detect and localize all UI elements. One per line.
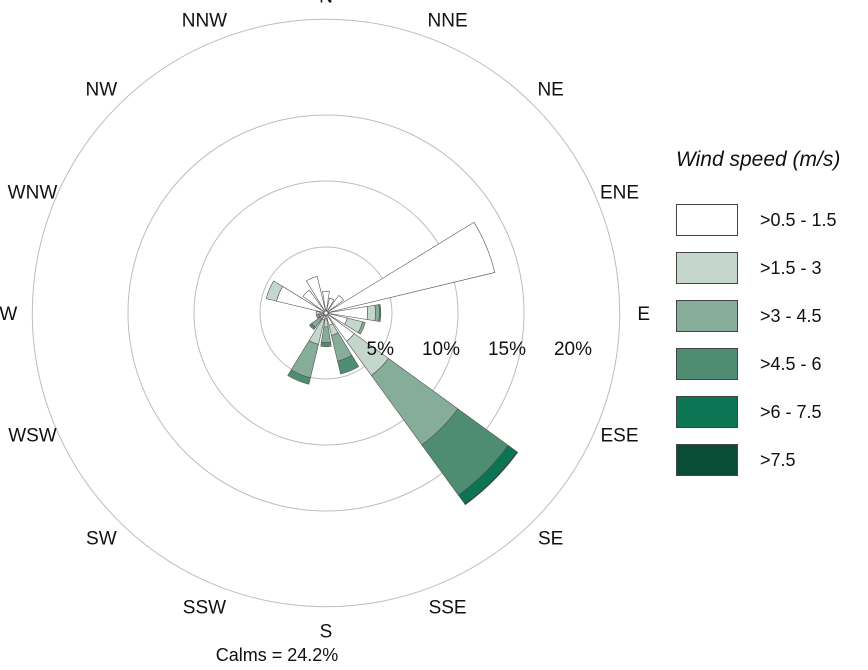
radial-tick-label: 5% xyxy=(367,339,395,360)
direction-label-e: E xyxy=(637,304,650,325)
direction-label-wsw: WSW xyxy=(8,426,57,447)
direction-label-wnw: WNW xyxy=(8,182,58,203)
direction-label-ssw: SSW xyxy=(183,598,226,619)
legend-item: >0.5 - 1.5 xyxy=(676,196,866,244)
petal-segment-e-1 xyxy=(366,304,376,322)
petal-segment-wsw-2 xyxy=(315,314,321,319)
legend-item: >6 - 7.5 xyxy=(676,388,866,436)
petal-segment-ene-0 xyxy=(327,221,496,313)
legend-item: >1.5 - 3 xyxy=(676,244,866,292)
legend-title: Wind speed (m/s) xyxy=(676,148,841,171)
direction-label-s: S xyxy=(320,622,333,643)
direction-label-nnw: NNW xyxy=(182,10,227,31)
legend-items: >0.5 - 1.5 >1.5 - 3 >3 - 4.5 >4.5 - 6 >6 - 7… xyxy=(676,196,866,484)
legend-swatch xyxy=(676,300,738,332)
petal-segment-e-2 xyxy=(374,304,380,322)
petal-segment-s-3 xyxy=(320,342,332,347)
petal-segment-n-0 xyxy=(322,290,330,312)
legend: Wind speed (m/s) >0.5 - 1.5 >1.5 - 3 >3 - … xyxy=(676,148,866,484)
direction-label-nw: NW xyxy=(86,79,118,100)
petal-segment-ne-0 xyxy=(326,294,345,313)
radial-tick-label: 20% xyxy=(554,339,592,360)
radial-tick-label: 10% xyxy=(422,339,460,360)
petal-segment-nnw-0 xyxy=(305,276,326,312)
petal-segment-se-5 xyxy=(464,451,519,506)
grid-ring xyxy=(31,18,621,608)
calms-label: Calms = 24.2% xyxy=(216,645,339,665)
direction-label-ne: NE xyxy=(537,79,563,100)
petal-segment-wnw-1 xyxy=(265,280,284,302)
rose-petals xyxy=(265,221,519,506)
radial-grid xyxy=(31,18,621,608)
direction-label-sse: SSE xyxy=(429,598,467,619)
legend-swatch xyxy=(676,252,738,284)
radial-tick-label: 15% xyxy=(488,339,526,360)
petal-segment-w-1 xyxy=(315,311,321,315)
legend-swatch xyxy=(676,204,738,236)
legend-swatch xyxy=(676,396,738,428)
legend-label: >7.5 xyxy=(760,449,796,470)
legend-label: >6 - 7.5 xyxy=(760,401,822,422)
direction-labels: N NNE NE ENE E ESE SE SSE S SSW SW WSW W WNW NW NNW xyxy=(0,0,650,643)
radial-tick-labels: 5% 10% 15% 20% xyxy=(367,339,593,360)
direction-label-sw: SW xyxy=(86,529,117,550)
legend-label: >3 - 4.5 xyxy=(760,305,822,326)
petal-segment-e-3 xyxy=(378,304,382,322)
direction-label-w: W xyxy=(0,304,17,325)
grid-ring xyxy=(127,114,525,512)
direction-label-se: SE xyxy=(538,529,563,550)
petal-segment-sw-3 xyxy=(309,323,316,330)
legend-swatch xyxy=(676,348,738,380)
legend-label: >0.5 - 1.5 xyxy=(760,209,837,230)
petal-segment-sse-3 xyxy=(337,354,360,375)
petal-segment-ssw-3 xyxy=(287,369,311,385)
legend-label: >1.5 - 3 xyxy=(760,257,822,278)
legend-item: >3 - 4.5 xyxy=(676,292,866,340)
direction-label-n: N xyxy=(319,0,333,7)
petal-segment-nw-0 xyxy=(302,289,326,313)
legend-swatch xyxy=(676,444,738,476)
direction-label-nne: NNE xyxy=(428,10,468,31)
petal-segment-ese-2 xyxy=(357,321,366,335)
direction-label-ese: ESE xyxy=(601,426,639,447)
legend-item: >7.5 xyxy=(676,436,866,484)
petal-segment-s-2 xyxy=(321,326,331,344)
legend-item: >4.5 - 6 xyxy=(676,340,866,388)
petal-segment-nne-0 xyxy=(326,297,335,312)
grid-ring xyxy=(193,180,459,446)
direction-label-ene: ENE xyxy=(600,182,639,203)
legend-label: >4.5 - 6 xyxy=(760,353,822,374)
grid-ring xyxy=(259,246,393,380)
